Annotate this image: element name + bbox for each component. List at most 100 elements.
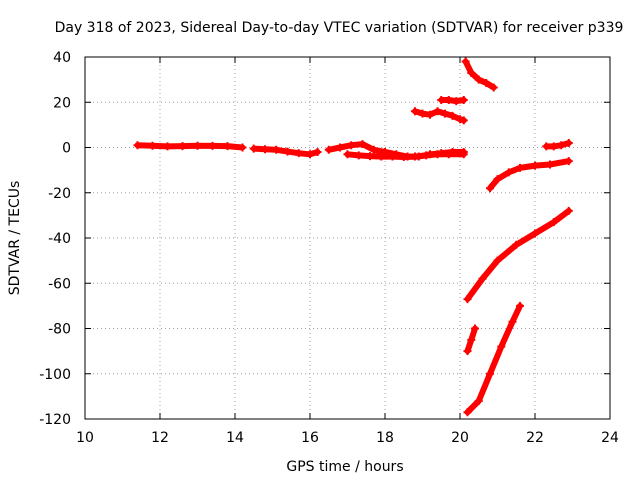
series-arc-6 xyxy=(437,95,468,106)
data-point xyxy=(557,141,566,150)
data-point xyxy=(467,335,476,344)
y-tick-label: -40 xyxy=(48,231,71,247)
data-point xyxy=(474,396,483,405)
data-point xyxy=(272,145,281,154)
data-point xyxy=(489,83,498,92)
grid xyxy=(85,57,610,419)
data-point xyxy=(448,111,457,120)
data-point xyxy=(486,184,494,193)
data-point xyxy=(459,95,468,104)
data-point xyxy=(546,160,554,169)
data-point xyxy=(508,317,517,326)
data-point xyxy=(193,141,202,150)
x-tick-label: 24 xyxy=(601,430,619,446)
data-point xyxy=(163,142,172,151)
x-tick-label: 20 xyxy=(451,430,469,446)
data-point xyxy=(343,150,352,159)
x-tick-label: 18 xyxy=(376,430,394,446)
data-point xyxy=(358,140,367,149)
series-arc-8 xyxy=(542,138,573,151)
data-point xyxy=(261,145,269,154)
x-tick-label: 10 xyxy=(76,430,94,446)
data-point xyxy=(549,142,558,151)
x-tick-label: 16 xyxy=(301,430,319,446)
data-point xyxy=(418,109,427,118)
data-point xyxy=(471,324,479,333)
series-arc-2 xyxy=(249,144,322,159)
y-tick-label: -60 xyxy=(48,276,71,292)
y-tick-label: 40 xyxy=(53,50,71,66)
data-point xyxy=(463,408,472,417)
data-point xyxy=(486,369,494,378)
data-point xyxy=(542,142,551,151)
series-arc-12 xyxy=(463,301,524,417)
data-point xyxy=(399,153,408,162)
data-point xyxy=(433,107,442,116)
data-point xyxy=(208,141,217,150)
data-point xyxy=(504,168,513,177)
data-point xyxy=(512,240,521,249)
data-point xyxy=(313,148,322,157)
data-point xyxy=(347,141,356,150)
data-point xyxy=(369,145,378,154)
data-point xyxy=(467,68,476,77)
y-axis-label: SDTVAR / TECUs xyxy=(7,181,23,296)
series-arc-11 xyxy=(463,324,479,356)
data-point xyxy=(474,75,483,84)
y-tick-label: -20 xyxy=(48,186,71,202)
series-arc-9 xyxy=(486,157,573,193)
data-point xyxy=(459,150,468,159)
series-arc-4 xyxy=(343,150,468,162)
data-point xyxy=(411,152,419,161)
data-point xyxy=(516,301,524,310)
data-point xyxy=(133,141,142,150)
series-arc-7 xyxy=(461,57,498,92)
data-point xyxy=(238,143,247,152)
data-point xyxy=(223,142,232,151)
data-point xyxy=(441,109,449,118)
data-point xyxy=(336,143,344,152)
y-tick-label: 0 xyxy=(62,141,71,157)
data-point xyxy=(459,116,468,125)
y-tick-label: -120 xyxy=(39,412,71,428)
data-point xyxy=(377,152,386,161)
data-point xyxy=(148,141,157,150)
data-point xyxy=(478,274,487,283)
data-point xyxy=(493,175,502,184)
data-point xyxy=(422,151,431,160)
data-point xyxy=(354,151,363,160)
series-arc-5 xyxy=(411,107,468,125)
data-point xyxy=(456,115,464,124)
data-point xyxy=(426,110,434,119)
data-point xyxy=(461,57,470,66)
data-point xyxy=(366,152,374,161)
data-point xyxy=(294,149,303,158)
data-point xyxy=(444,150,453,159)
data-point xyxy=(531,229,539,238)
x-tick-label: 14 xyxy=(226,430,244,446)
x-axis-label: GPS time / hours xyxy=(286,459,403,475)
data-point xyxy=(452,97,461,106)
data-point xyxy=(531,161,539,170)
data-point xyxy=(324,145,333,154)
data-point xyxy=(463,347,472,356)
series-line xyxy=(487,158,572,192)
data-point xyxy=(388,152,397,161)
x-tick-label: 12 xyxy=(151,430,169,446)
data-point xyxy=(437,95,446,104)
data-point xyxy=(178,142,187,151)
series-arc-1 xyxy=(133,141,247,152)
axis-ticks: 10 12 14 16 18 20 22 24 40 20 0 -20 -40 -60 -80 -100 -12… xyxy=(39,50,619,446)
data-point xyxy=(463,295,472,304)
data-point xyxy=(411,107,419,116)
data-point xyxy=(482,79,491,88)
y-tick-label: 20 xyxy=(53,95,71,111)
series-arc-10 xyxy=(463,206,573,304)
data-point xyxy=(493,256,502,265)
y-tick-label: -80 xyxy=(48,322,71,338)
data-point xyxy=(283,147,292,156)
data-point xyxy=(306,150,314,159)
data-point xyxy=(564,138,573,147)
data-point xyxy=(564,206,573,215)
